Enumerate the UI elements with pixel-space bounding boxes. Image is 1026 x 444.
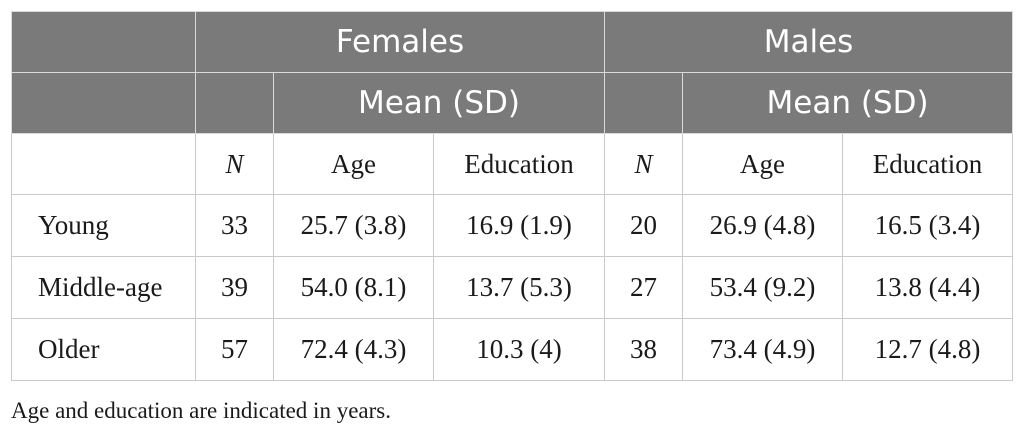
cell-females-education: 16.9 (1.9) (432, 194, 606, 257)
header-corner-cell-2 (11, 72, 196, 134)
header-females: Females (194, 11, 606, 73)
cell-males-age: 73.4 (4.9) (682, 318, 844, 381)
cell-females-age: 54.0 (8.1) (273, 256, 434, 319)
demographics-table: Females Males Mean (SD) Mean (SD) N Age … (11, 11, 1014, 381)
col-header-females-education: Education (432, 133, 606, 195)
cell-males-n: 20 (604, 194, 684, 257)
cell-females-education: 13.7 (5.3) (432, 256, 606, 319)
cell-females-n: 33 (195, 194, 274, 257)
table-row: Young 33 25.7 (3.8) 16.9 (1.9) 20 26.9 (… (11, 194, 1014, 257)
table-column-header-row: N Age Education N Age Education (11, 133, 1014, 195)
cell-males-age: 53.4 (9.2) (682, 256, 844, 319)
header-corner-cell (11, 11, 196, 73)
header-males-n-blank (604, 72, 684, 134)
col-header-females-n: N (195, 133, 274, 195)
col-header-males-age: Age (682, 133, 844, 195)
table-header-row-groups: Females Males (11, 11, 1014, 73)
col-header-group (11, 133, 196, 195)
cell-females-n: 39 (195, 256, 274, 319)
table-footnote: Age and education are indicated in years… (11, 398, 391, 423)
col-header-males-education: Education (842, 133, 1014, 195)
header-males: Males (604, 11, 1014, 73)
table-row: Middle-age 39 54.0 (8.1) 13.7 (5.3) 27 5… (11, 256, 1014, 319)
cell-males-education: 12.7 (4.8) (842, 318, 1014, 381)
cell-females-age: 25.7 (3.8) (273, 194, 434, 257)
cell-males-education: 13.8 (4.4) (842, 256, 1014, 319)
cell-males-n: 38 (604, 318, 684, 381)
header-females-mean-sd: Mean (SD) (272, 72, 606, 134)
cell-males-education: 16.5 (3.4) (842, 194, 1014, 257)
cell-females-age: 72.4 (4.3) (273, 318, 434, 381)
cell-males-n: 27 (604, 256, 684, 319)
cell-females-n: 57 (195, 318, 274, 381)
header-males-mean-sd: Mean (SD) (682, 72, 1014, 134)
row-label: Older (11, 318, 196, 381)
cell-males-age: 26.9 (4.8) (682, 194, 844, 257)
col-header-males-n: N (604, 133, 684, 195)
header-females-n-blank (195, 72, 274, 134)
row-label: Young (11, 194, 196, 257)
row-label: Middle-age (11, 256, 196, 319)
table-header-row-stats: Mean (SD) Mean (SD) (11, 72, 1014, 134)
table-row: Older 57 72.4 (4.3) 10.3 (4) 38 73.4 (4.… (11, 318, 1014, 381)
cell-females-education: 10.3 (4) (432, 318, 606, 381)
col-header-females-age: Age (273, 133, 434, 195)
